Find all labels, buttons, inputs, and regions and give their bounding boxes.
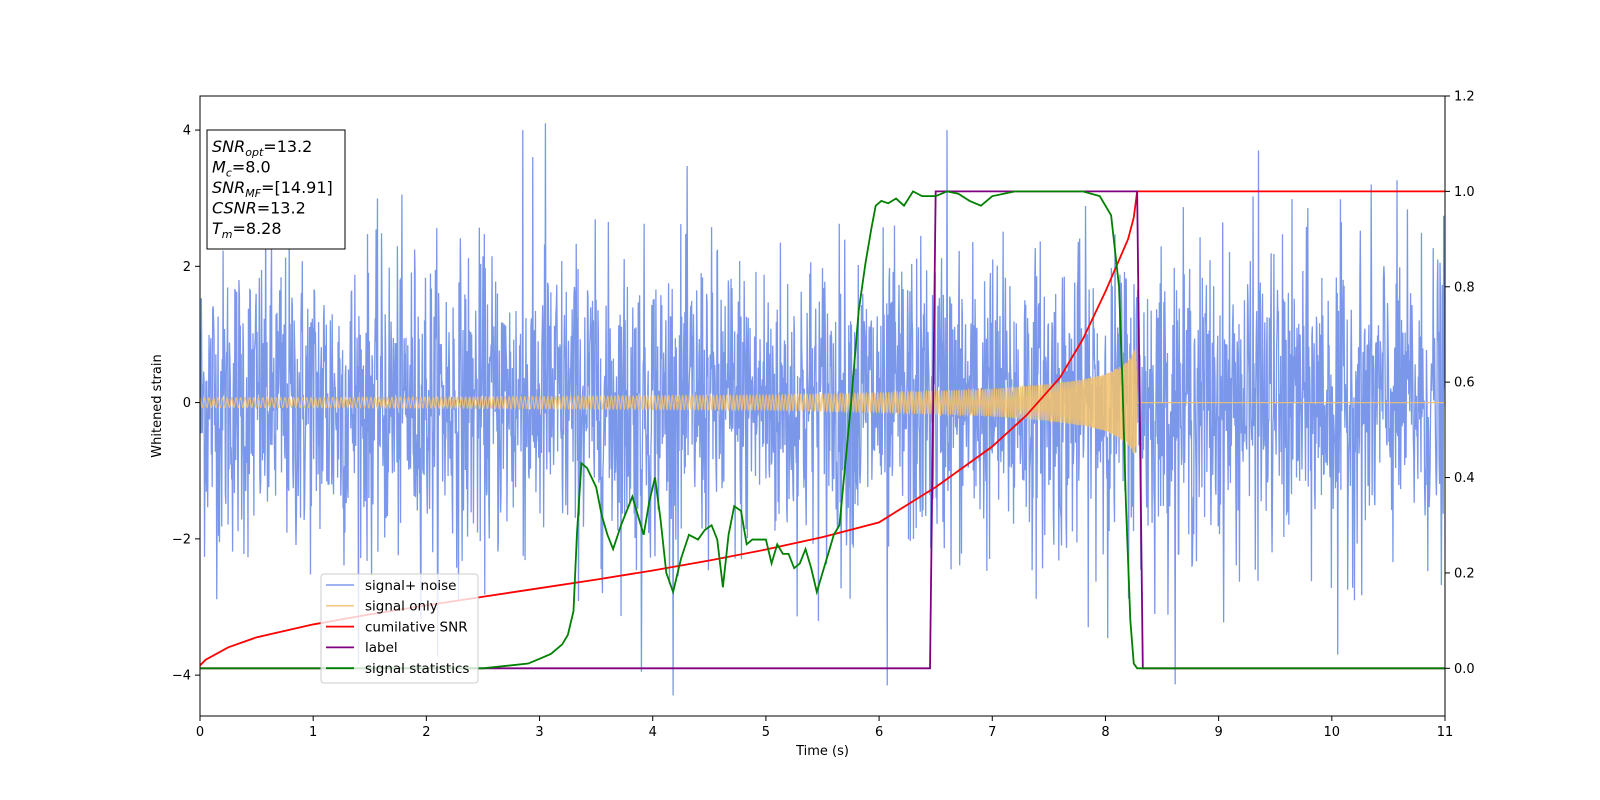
x-axis: 0 1 2 3 4 5 6 7 8 9 10 11: [196, 716, 1453, 740]
info-box-frame: [206, 129, 346, 250]
x-tick-label: 4: [649, 725, 657, 740]
y-right-tick-label: 0.8: [1454, 280, 1475, 295]
info-box-line: SNRMF=[14.91]: [212, 178, 333, 200]
info-box-line: CSNR=13.2: [212, 199, 306, 218]
y-right-tick-label: 0.0: [1454, 662, 1475, 677]
x-tick-label: 3: [535, 725, 543, 740]
series-signal-only: [200, 348, 1445, 454]
info-subscript: MF: [245, 187, 261, 200]
y-left-tick-label: −2: [172, 532, 191, 547]
x-tick-label: 8: [1101, 725, 1109, 740]
signal-statistics-line: [200, 190, 1445, 670]
info-box-line: SNRopt=13.2: [212, 137, 312, 159]
info-symbol: SNR: [212, 178, 245, 197]
legend: signal+ noise signal only cumilative SNR la…: [320, 573, 479, 684]
info-value: =[14.91]: [261, 178, 333, 197]
y-axis-title: Whitened strain: [150, 354, 165, 457]
info-subscript: m: [222, 228, 233, 241]
info-subscript: opt: [245, 146, 264, 159]
y-axis-left: −4 −2 0 2 4: [172, 124, 200, 684]
info-symbol: SNR: [212, 137, 245, 156]
y-left-tick-label: 2: [183, 260, 191, 275]
y-left-tick-label: 4: [183, 124, 191, 139]
info-symbol: CSNR: [212, 199, 257, 218]
y-right-tick-label: 1.2: [1454, 90, 1475, 105]
x-tick-label: 2: [422, 725, 430, 740]
x-tick-label: 7: [988, 725, 996, 740]
info-box-line: Mc=8.0: [212, 158, 271, 180]
info-symbol: T: [212, 219, 223, 238]
legend-label: label: [365, 640, 398, 656]
info-box: SNRopt=13.2Mc=8.0SNRMF=[14.91]CSNR=13.2T…: [206, 129, 346, 250]
info-box-line: Tm=8.28: [212, 219, 282, 241]
info-subscript: c: [226, 167, 232, 180]
info-symbol: M: [212, 158, 226, 177]
x-tick-label: 11: [1437, 725, 1454, 740]
x-tick-label: 6: [875, 725, 883, 740]
x-tick-label: 1: [309, 725, 317, 740]
series-signal-plus-noise: [200, 123, 1445, 696]
info-value: =8.0: [232, 158, 271, 177]
x-axis-title: Time (s): [795, 744, 849, 759]
info-value: =13.2: [257, 199, 306, 218]
y-left-tick-label: 0: [183, 396, 191, 411]
signal-only-line: [200, 348, 1445, 454]
legend-label: signal statistics: [365, 661, 469, 677]
legend-frame: [320, 573, 479, 684]
signal-plus-noise-line: [200, 123, 1445, 696]
plot-frame: [199, 95, 1446, 717]
x-tick-label: 10: [1324, 725, 1341, 740]
legend-label: cumilative SNR: [365, 619, 468, 635]
x-tick-label: 0: [196, 725, 204, 740]
y-right-tick-label: 0.6: [1454, 376, 1475, 391]
legend-label: signal+ noise: [365, 578, 456, 594]
legend-label: signal only: [365, 599, 438, 615]
y-right-tick-label: 0.2: [1454, 566, 1475, 581]
x-tick-label: 9: [1214, 725, 1222, 740]
y-right-tick-label: 0.4: [1454, 471, 1475, 486]
info-value: =13.2: [263, 137, 312, 156]
info-value: =8.28: [233, 219, 282, 238]
x-tick-label: 5: [762, 725, 770, 740]
y-left-tick-label: −4: [172, 669, 191, 684]
y-axis-right: 0.0 0.2 0.4 0.6 0.8 1.0 1.2: [1445, 90, 1475, 677]
y-right-tick-label: 1.0: [1454, 185, 1475, 200]
